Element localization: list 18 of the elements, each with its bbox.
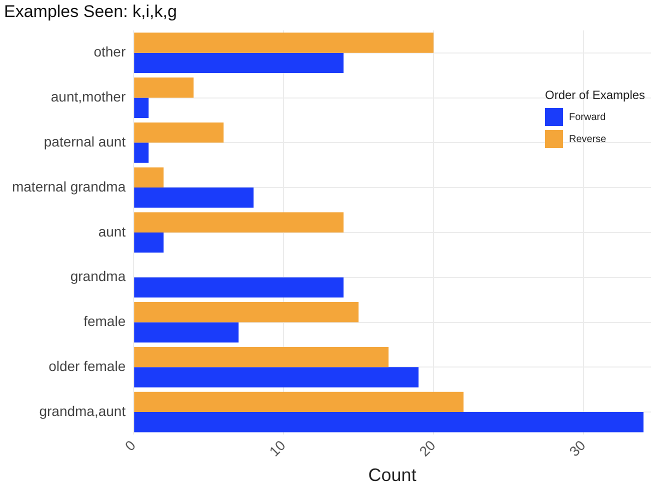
y-tick-label: maternal grandma xyxy=(12,178,126,194)
y-tick-label: older female xyxy=(48,358,126,374)
y-tick-label: aunt xyxy=(98,223,126,240)
y-tick-label: aunt,mother xyxy=(50,88,126,105)
legend-title: Order of Examples xyxy=(545,88,646,102)
y-tick-label: female xyxy=(84,313,126,330)
y-tick-label: grandma xyxy=(70,268,126,284)
chart-title: Examples Seen: k,i,k,g xyxy=(4,2,177,21)
legend-label: Reverse xyxy=(569,134,606,144)
y-tick-label: paternal aunt xyxy=(44,134,126,150)
x-tick-label: 0 xyxy=(122,436,139,454)
x-tick-label: 10 xyxy=(266,436,289,460)
y-tick-label: grandma,aunt xyxy=(39,402,126,419)
y-tick-label: other xyxy=(94,44,126,60)
x-tick-label: 30 xyxy=(566,436,589,460)
legend-label: Forward xyxy=(569,112,606,122)
x-axis-title: Count xyxy=(368,465,416,486)
x-tick-label: 20 xyxy=(416,436,439,460)
